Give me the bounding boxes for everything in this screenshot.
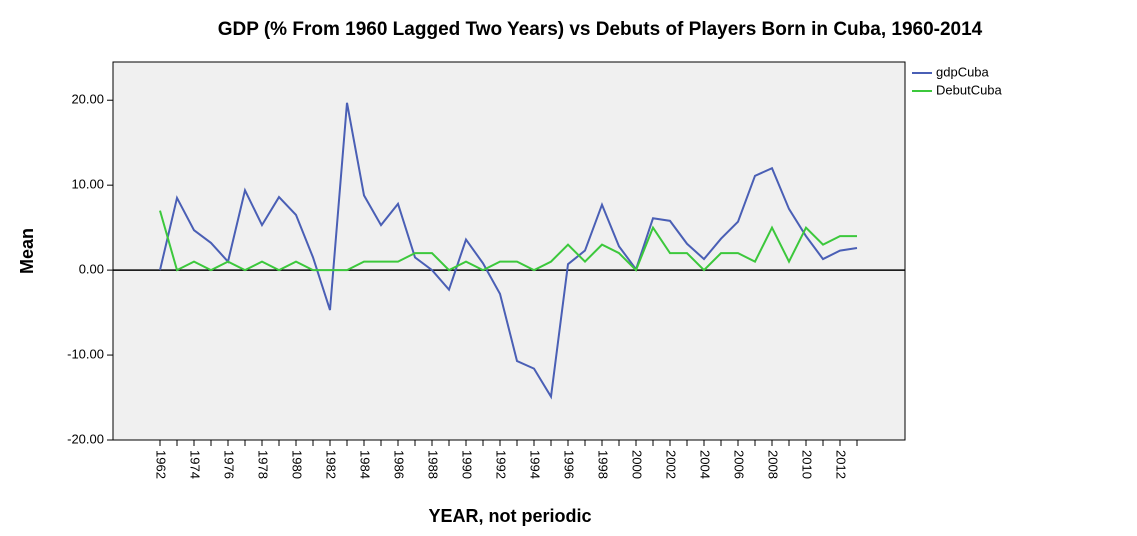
x-tick-label: 1976 [222, 450, 237, 479]
legend-label: gdpCuba [936, 64, 990, 79]
x-tick-label: 2000 [630, 450, 645, 479]
plot-area [112, 61, 906, 441]
y-axis-label: Mean [17, 228, 37, 274]
legend-label: DebutCuba [936, 82, 1003, 97]
x-tick-label: 2010 [800, 450, 815, 479]
x-tick-label: 2006 [732, 450, 747, 479]
x-tick-label: 1996 [562, 450, 577, 479]
y-tick-label: 10.00 [71, 177, 104, 192]
x-tick-label: 1974 [188, 450, 203, 479]
series-line [159, 210, 857, 272]
y-tick-label: 0.00 [79, 262, 104, 277]
y-tick-label: 20.00 [71, 92, 104, 107]
x-tick-label: 2004 [698, 450, 713, 479]
y-tick-label: -20.00 [67, 431, 104, 446]
x-tick-label: 2002 [664, 450, 679, 479]
x-tick-label: 1988 [426, 450, 441, 479]
y-tick-label: -10.00 [67, 346, 104, 361]
x-tick-label: 1992 [494, 450, 509, 479]
x-tick-label: 2008 [766, 450, 781, 479]
x-tick-label: 1994 [528, 450, 543, 479]
x-tick-label: 1984 [358, 450, 373, 479]
x-tick-label: 1962 [154, 450, 169, 479]
x-tick-label: 2012 [834, 450, 849, 479]
x-tick-label: 1980 [290, 450, 305, 479]
chart-title: GDP (% From 1960 Lagged Two Years) vs De… [218, 19, 983, 40]
x-tick-label: 1998 [596, 450, 611, 479]
x-tick-label: 1990 [460, 450, 475, 479]
x-axis-label: YEAR, not periodic [428, 506, 591, 526]
x-tick-label: 1978 [256, 450, 271, 479]
x-tick-label: 1982 [324, 450, 339, 479]
x-tick-label: 1986 [392, 450, 407, 479]
series-line [159, 102, 858, 400]
